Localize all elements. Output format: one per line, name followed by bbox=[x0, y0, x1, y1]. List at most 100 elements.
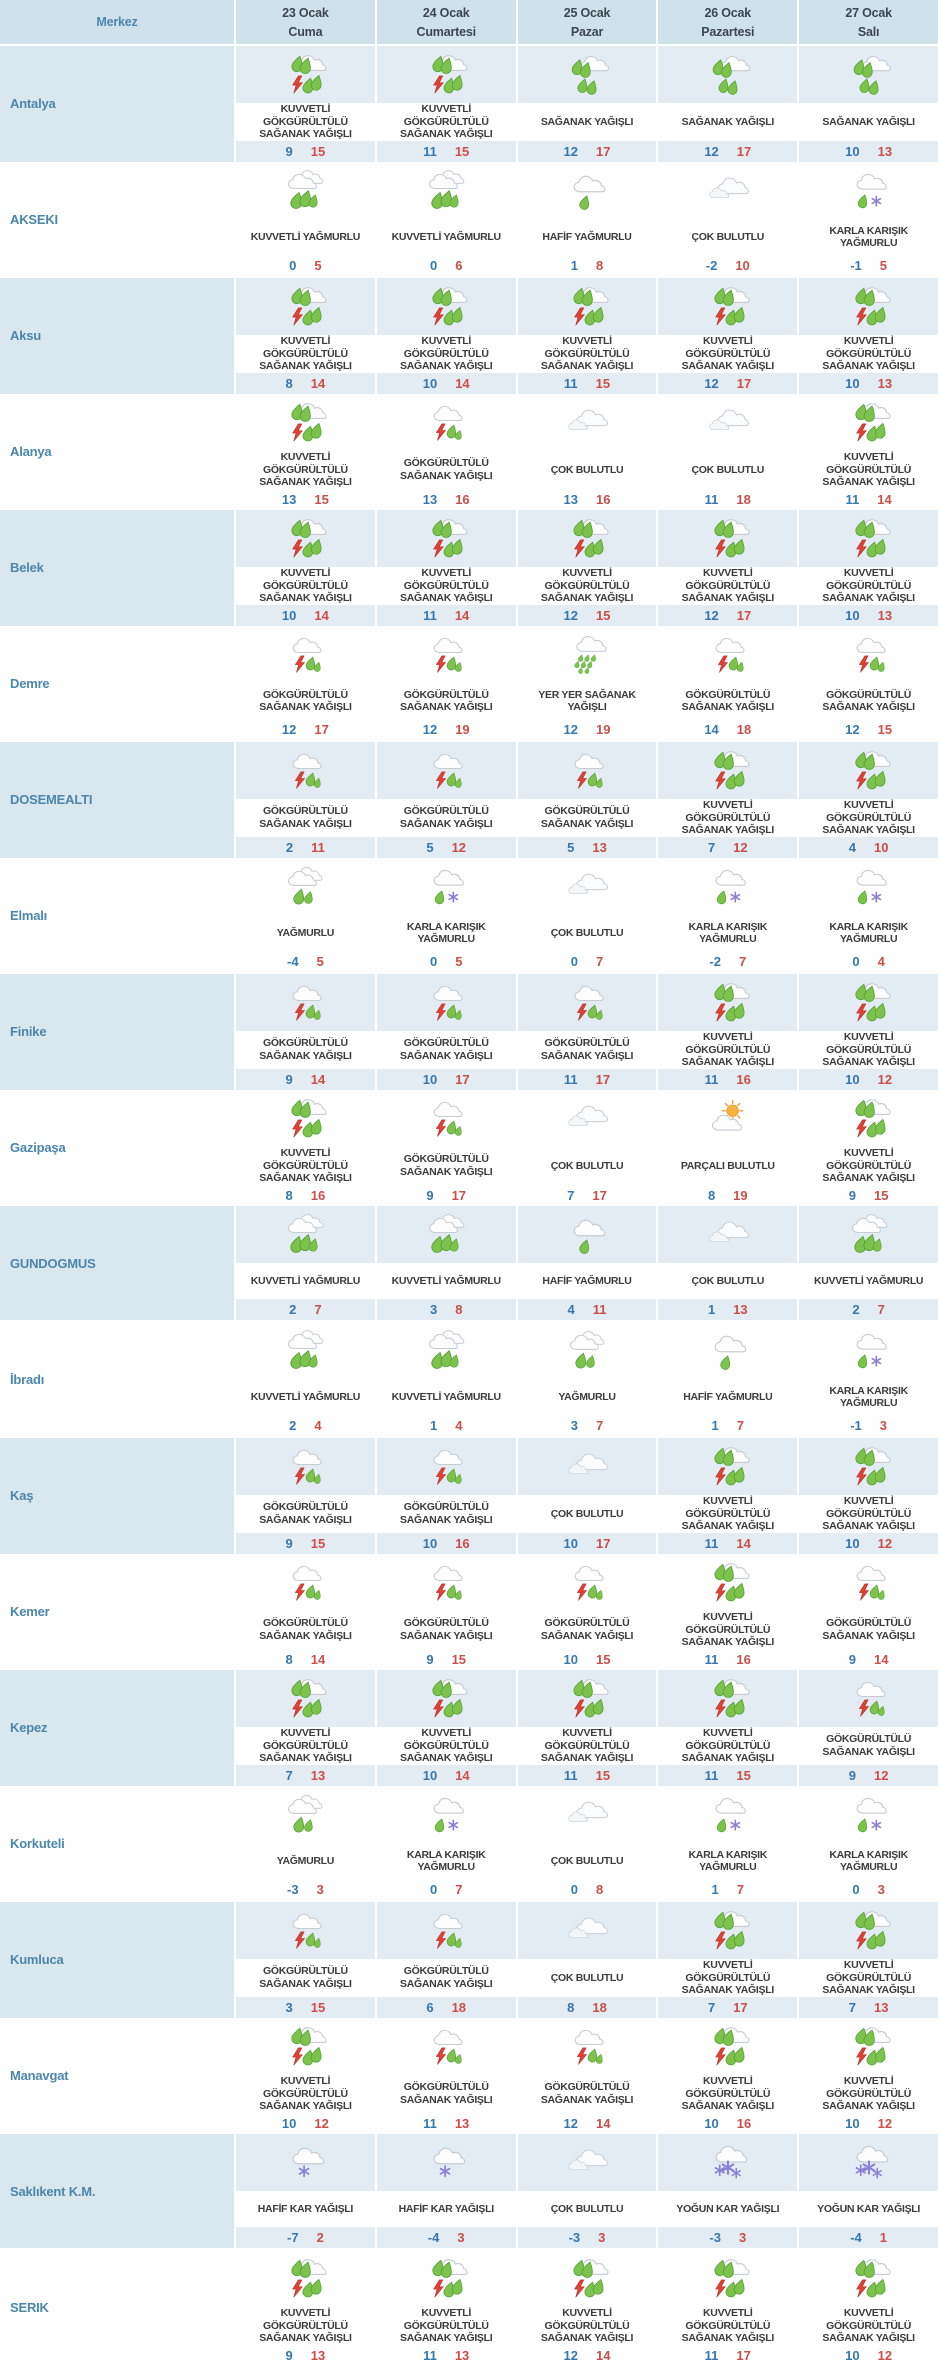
forecast-cell: KUVVETLİ GÖKGÜRÜLTÜLÜ SAĞANAK YAĞIŞLI 4 … bbox=[799, 742, 938, 858]
thunderstorm-heavy-icon bbox=[847, 1444, 891, 1490]
max-temp: 12 bbox=[314, 2115, 329, 2131]
weather-description: KUVVETLİ YAĞMURLU bbox=[799, 1263, 938, 1299]
forecast-cell: KUVVETLİ GÖKGÜRÜLTÜLÜ SAĞANAK YAĞIŞLI 11… bbox=[799, 394, 938, 510]
weather-description: KUVVETLİ GÖKGÜRÜLTÜLÜ SAĞANAK YAĞIŞLI bbox=[658, 1959, 798, 1997]
forecast-cell: KUVVETLİ GÖKGÜRÜLTÜLÜ SAĞANAK YAĞIŞLI 11… bbox=[517, 1670, 657, 1786]
thunderstorm-heavy-icon bbox=[847, 1096, 891, 1142]
max-temp: 17 bbox=[595, 1535, 611, 1551]
min-temp: -1 bbox=[850, 258, 862, 273]
thunderstorm-icon bbox=[283, 632, 327, 678]
weather-description: PARÇALI BULUTLU bbox=[658, 1147, 798, 1185]
weather-description: GÖKGÜRÜLTÜLÜ SAĞANAK YAĞIŞLI bbox=[236, 1031, 375, 1069]
min-temp: -3 bbox=[568, 2230, 581, 2245]
forecast-cell: HAFİF YAĞMURLU 4 11 bbox=[517, 1206, 657, 1320]
city-cell: Alanya bbox=[0, 394, 234, 510]
max-temp: 17 bbox=[736, 375, 752, 391]
min-temp: -7 bbox=[287, 2230, 299, 2245]
forecast-cell: KUVVETLİ GÖKGÜRÜLTÜLÜ SAĞANAK YAĞIŞLI 10… bbox=[799, 2250, 938, 2366]
cloudy-icon bbox=[706, 168, 750, 214]
min-temp: 11 bbox=[704, 1071, 719, 1087]
forecast-cell: KUVVETLİ GÖKGÜRÜLTÜLÜ SAĞANAK YAĞIŞLI 8 … bbox=[236, 278, 375, 394]
thunderstorm-heavy-icon bbox=[706, 2256, 750, 2302]
weather-description: GÖKGÜRÜLTÜLÜ SAĞANAK YAĞIŞLI bbox=[376, 1031, 516, 1069]
temperature-pair: 10 16 bbox=[658, 2113, 797, 2134]
thunderstorm-heavy-icon bbox=[706, 1908, 750, 1954]
weather-description: KUVVETLİ YAĞMURLU bbox=[376, 1379, 516, 1415]
temperature-pair: 11 15 bbox=[376, 140, 516, 162]
city-cell: Korkuteli bbox=[0, 1786, 234, 1900]
min-temp: 12 bbox=[563, 722, 578, 737]
weather-description: ÇOK BULUTLU bbox=[658, 451, 798, 489]
temperature-pair: 0 7 bbox=[518, 951, 657, 972]
max-temp: 15 bbox=[873, 1187, 889, 1203]
weather-description: KARLA KARIŞIK YAĞMURLU bbox=[658, 915, 798, 951]
forecast-cell: GÖKGÜRÜLTÜLÜ SAĞANAK YAĞIŞLI 11 17 bbox=[517, 974, 657, 1090]
table-row: DOSEMEALTI GÖKGÜRÜLTÜLÜ SAĞANAK YAĞIŞLI … bbox=[0, 742, 938, 858]
min-temp: 1 bbox=[707, 1302, 716, 1317]
min-temp: 7 bbox=[848, 1999, 856, 2015]
min-temp: 6 bbox=[426, 1999, 434, 2015]
min-temp: 9 bbox=[848, 1187, 856, 1203]
max-temp: 14 bbox=[595, 2115, 611, 2131]
min-temp: 10 bbox=[422, 375, 438, 391]
cloudy-icon bbox=[706, 1212, 750, 1258]
min-temp: 0 bbox=[570, 954, 578, 969]
light-snow-icon bbox=[424, 2140, 468, 2186]
heavy-rain-icon bbox=[424, 168, 468, 214]
thunderstorm-icon bbox=[424, 748, 468, 794]
date-label: 26 Ocak bbox=[704, 5, 752, 20]
forecast-cell: KARLA KARIŞIK YAĞMURLU 0 4 bbox=[799, 858, 938, 972]
min-temp: 0 bbox=[852, 954, 860, 969]
max-temp: 17 bbox=[314, 722, 329, 737]
temperature-pair: 10 16 bbox=[376, 1532, 516, 1554]
city-cell: Belek bbox=[0, 510, 234, 626]
min-temp: 11 bbox=[704, 491, 719, 507]
weather-description: GÖKGÜRÜLTÜLÜ SAĞANAK YAĞIŞLI bbox=[236, 683, 375, 719]
max-temp: 15 bbox=[595, 1651, 611, 1667]
temperature-pair: 12 17 bbox=[236, 719, 375, 740]
min-temp: 10 bbox=[281, 2115, 297, 2131]
thunderstorm-heavy-icon bbox=[847, 284, 891, 330]
min-temp: 5 bbox=[567, 839, 575, 855]
thunderstorm-icon bbox=[283, 980, 327, 1026]
weather-description: KUVVETLİ YAĞMURLU bbox=[376, 219, 516, 255]
forecast-cell: KUVVETLİ GÖKGÜRÜLTÜLÜ SAĞANAK YAĞIŞLI 9 … bbox=[236, 46, 375, 162]
forecast-cell: KUVVETLİ GÖKGÜRÜLTÜLÜ SAĞANAK YAĞIŞLI 7 … bbox=[658, 1902, 798, 2018]
forecast-cell: GÖKGÜRÜLTÜLÜ SAĞANAK YAĞIŞLI 9 15 bbox=[236, 1438, 375, 1554]
weather-description: ÇOK BULUTLU bbox=[517, 1147, 657, 1185]
weather-description: KARLA KARIŞIK YAĞMURLU bbox=[799, 219, 938, 255]
max-temp: 4 bbox=[877, 954, 885, 969]
min-temp: 11 bbox=[563, 1071, 578, 1087]
thunderstorm-heavy-icon bbox=[706, 2024, 750, 2070]
weather-description: KUVVETLİ GÖKGÜRÜLTÜLÜ SAĞANAK YAĞIŞLI bbox=[376, 2307, 516, 2345]
temperature-pair: -3 3 bbox=[658, 2227, 798, 2248]
thunderstorm-icon bbox=[283, 1444, 327, 1490]
max-temp: 7 bbox=[736, 1882, 745, 1897]
min-temp: 2 bbox=[289, 1418, 297, 1433]
max-temp: 5 bbox=[316, 954, 324, 969]
temperature-pair: -3 3 bbox=[236, 1879, 375, 1900]
city-label: Elmalı bbox=[10, 907, 48, 923]
city-cell: Gazipaşa bbox=[0, 1090, 234, 1206]
forecast-cell: GÖKGÜRÜLTÜLÜ SAĞANAK YAĞIŞLI 9 12 bbox=[799, 1670, 938, 1786]
forecast-cell: KUVVETLİ GÖKGÜRÜLTÜLÜ SAĞANAK YAĞIŞLI 9 … bbox=[799, 1090, 938, 1206]
temperature-pair: 1 13 bbox=[658, 1299, 798, 1320]
weather-description: KUVVETLİ GÖKGÜRÜLTÜLÜ SAĞANAK YAĞIŞLI bbox=[799, 2075, 938, 2113]
weather-description: KUVVETLİ GÖKGÜRÜLTÜLÜ SAĞANAK YAĞIŞLI bbox=[517, 2307, 657, 2345]
city-label: SERIK bbox=[10, 2300, 49, 2316]
min-temp: -4 bbox=[427, 2230, 440, 2245]
heavy-rain-icon bbox=[847, 1212, 891, 1258]
min-temp: 11 bbox=[563, 1767, 578, 1783]
sleet-icon bbox=[424, 1792, 468, 1838]
weather-description: KARLA KARIŞIK YAĞMURLU bbox=[799, 915, 938, 951]
weather-description: KARLA KARIŞIK YAĞMURLU bbox=[376, 915, 516, 951]
thunderstorm-heavy-icon bbox=[847, 980, 891, 1026]
max-temp: 12 bbox=[733, 839, 748, 855]
max-temp: 16 bbox=[736, 1071, 751, 1087]
max-temp: 14 bbox=[454, 607, 470, 623]
sleet-icon bbox=[706, 1792, 750, 1838]
thunderstorm-heavy-icon bbox=[706, 1560, 750, 1606]
max-temp: 18 bbox=[592, 1999, 607, 2015]
forecast-cell: YAĞMURLU -4 5 bbox=[236, 858, 375, 972]
forecast-cell: GÖKGÜRÜLTÜLÜ SAĞANAK YAĞIŞLI 9 14 bbox=[799, 1554, 938, 1670]
